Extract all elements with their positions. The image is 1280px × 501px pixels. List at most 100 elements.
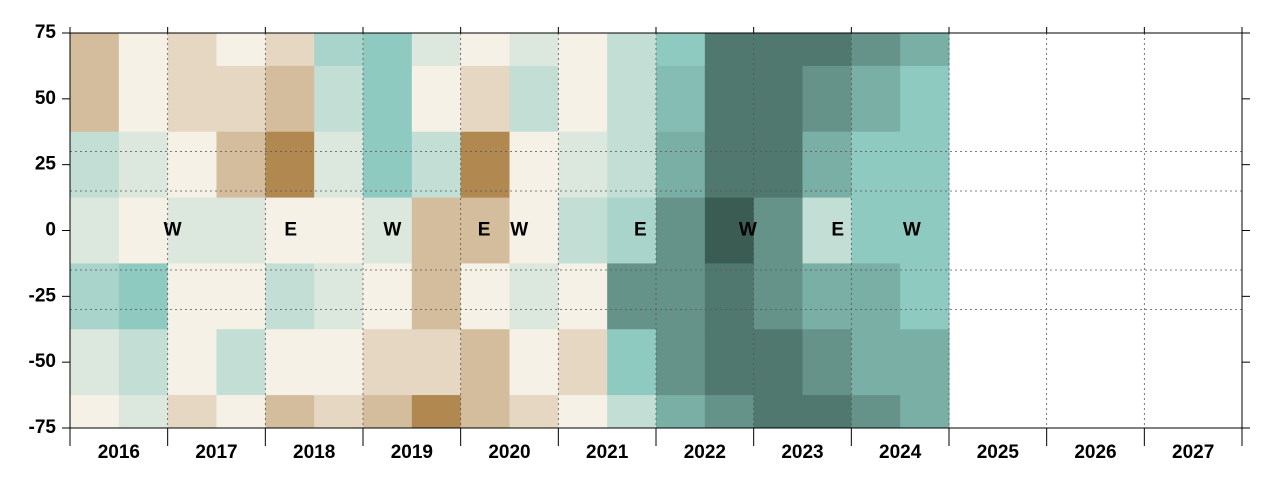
annotation: W xyxy=(903,220,921,241)
heat-cell xyxy=(265,395,315,429)
heat-cell xyxy=(607,263,657,330)
heat-cell xyxy=(70,263,120,330)
heat-cell xyxy=(314,197,364,264)
heat-cell xyxy=(509,65,559,133)
heat-cell xyxy=(216,263,266,330)
heat-cell xyxy=(70,131,120,199)
heat-cell xyxy=(216,197,266,264)
heat-cell xyxy=(656,329,706,396)
x-tick-label: 2027 xyxy=(1172,442,1214,463)
x-tick-label: 2017 xyxy=(195,442,237,463)
heat-cell xyxy=(802,395,852,429)
heat-cell xyxy=(118,395,169,429)
heat-cell xyxy=(558,65,608,133)
heat-cell xyxy=(167,395,217,429)
heat-cell xyxy=(851,329,901,396)
x-tick-label: 2026 xyxy=(1074,442,1116,463)
heat-cell xyxy=(656,263,706,330)
heat-cell xyxy=(411,65,462,133)
heat-cell xyxy=(167,263,217,330)
heat-cell xyxy=(753,131,803,199)
x-tick-label: 2016 xyxy=(98,442,140,463)
heat-cell xyxy=(363,131,413,199)
heat-cell xyxy=(704,131,755,199)
x-tick-label: 2019 xyxy=(391,442,433,463)
heat-cell xyxy=(558,395,608,429)
heat-cell xyxy=(167,197,217,264)
heat-cell xyxy=(509,395,559,429)
heat-cell xyxy=(70,65,120,133)
heat-cell xyxy=(411,329,462,396)
heat-cell xyxy=(558,33,608,67)
heat-cell xyxy=(802,197,852,264)
heat-cell xyxy=(118,131,169,199)
heat-cell xyxy=(802,263,852,330)
heat-cell xyxy=(802,65,852,133)
heat-cell xyxy=(802,131,852,199)
heat-cell xyxy=(509,329,559,396)
heat-cell xyxy=(314,395,364,429)
annotation: E xyxy=(284,220,297,241)
heat-cell xyxy=(314,33,364,67)
heat-cell xyxy=(167,131,217,199)
heat-cell xyxy=(118,65,169,133)
x-tick-label: 2020 xyxy=(488,442,530,463)
heat-cell xyxy=(314,329,364,396)
heat-cell xyxy=(558,263,608,330)
heat-cell xyxy=(851,65,901,133)
heat-cell xyxy=(753,197,803,264)
heat-cell xyxy=(509,197,559,264)
heat-cell xyxy=(900,131,950,199)
heat-cell xyxy=(70,329,120,396)
heat-cell xyxy=(802,329,852,396)
heat-cell xyxy=(607,197,657,264)
heat-cell xyxy=(460,263,510,330)
heat-cell xyxy=(509,33,559,67)
heat-cell xyxy=(656,65,706,133)
heat-cell xyxy=(900,65,950,133)
heat-cell xyxy=(900,395,950,429)
heat-cell xyxy=(411,131,462,199)
y-tick-label: -50 xyxy=(29,351,56,372)
heat-cell xyxy=(167,329,217,396)
heat-cell xyxy=(607,33,657,67)
heat-cell xyxy=(216,65,266,133)
heat-cell xyxy=(704,33,755,67)
heat-cell xyxy=(460,65,510,133)
y-tick-label: 50 xyxy=(35,88,56,109)
heat-cell xyxy=(607,395,657,429)
heat-cell xyxy=(363,65,413,133)
x-tick-label: 2021 xyxy=(586,442,629,463)
heat-cell xyxy=(265,131,315,199)
heat-cell xyxy=(363,263,413,330)
heat-cell xyxy=(704,329,755,396)
heat-cell xyxy=(411,197,462,264)
heat-cell xyxy=(704,197,755,264)
heat-cell xyxy=(656,395,706,429)
heat-cell xyxy=(851,131,901,199)
annotation: E xyxy=(634,220,647,241)
annotation: E xyxy=(831,220,844,241)
heat-cell xyxy=(851,197,901,264)
heat-cell xyxy=(753,329,803,396)
heat-cell xyxy=(118,263,169,330)
heat-cell xyxy=(460,33,510,67)
heat-cell xyxy=(167,33,217,67)
heat-cell xyxy=(704,263,755,330)
heat-cell xyxy=(363,33,413,67)
heat-cell xyxy=(753,395,803,429)
annotation: W xyxy=(383,220,401,241)
heat-cell xyxy=(216,329,266,396)
x-tick-label: 2025 xyxy=(977,442,1020,463)
heat-cell xyxy=(216,395,266,429)
x-tick-label: 2018 xyxy=(293,442,335,463)
heat-cell xyxy=(118,329,169,396)
heat-cell xyxy=(802,33,852,67)
heat-cell xyxy=(900,197,950,264)
heat-cell xyxy=(460,197,510,264)
heat-cell xyxy=(851,395,901,429)
heat-cell xyxy=(265,197,315,264)
x-tick-label: 2023 xyxy=(781,442,823,463)
heat-cell xyxy=(265,263,315,330)
heat-cell xyxy=(118,197,169,264)
